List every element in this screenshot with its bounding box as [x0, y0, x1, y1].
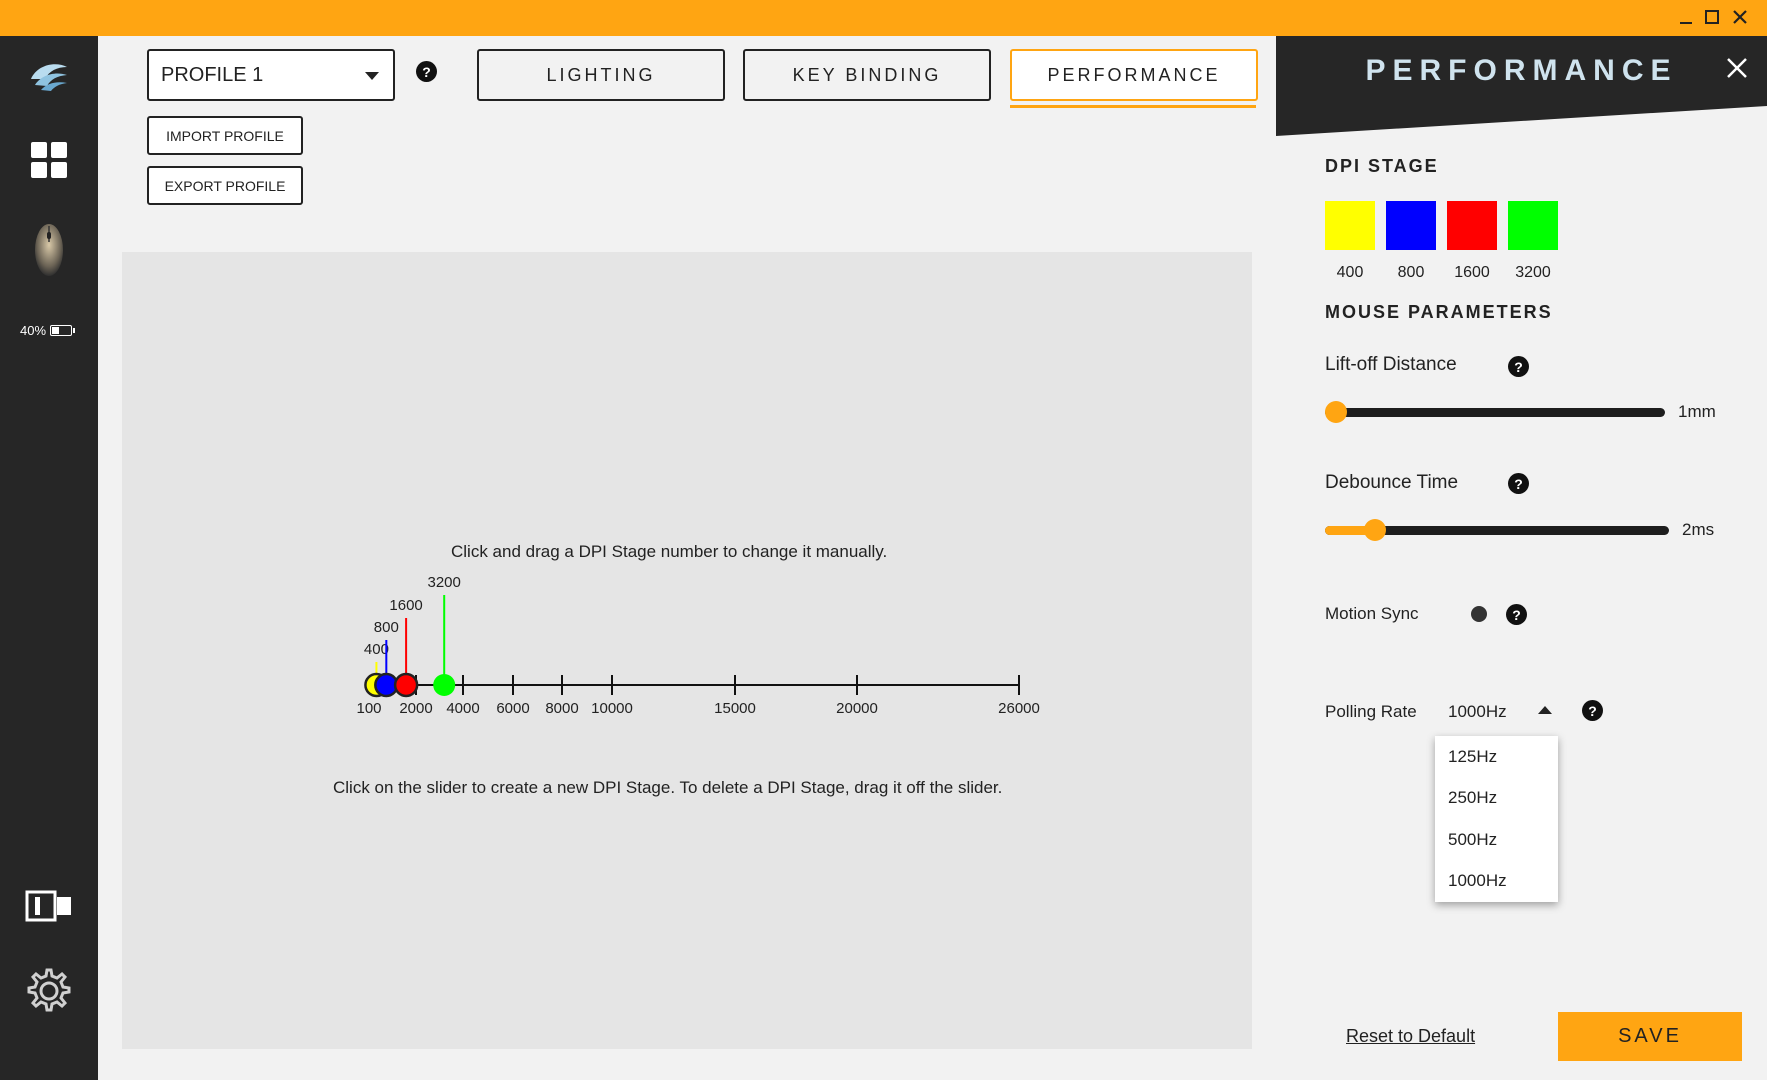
mouse-icon[interactable]	[30, 218, 68, 280]
chevron-up-icon[interactable]	[1538, 706, 1552, 714]
active-tab-indicator	[1010, 105, 1256, 108]
dpi-stage-swatch-800[interactable]	[1386, 201, 1436, 250]
debounce-time-label: Debounce Time	[1325, 472, 1459, 493]
dpi-stage-swatch-3200[interactable]	[1508, 201, 1558, 250]
dpi-stage-handle[interactable]	[433, 674, 456, 696]
motion-sync-help-icon[interactable]: ?	[1506, 604, 1527, 625]
tab-lighting[interactable]: LIGHTING	[477, 49, 725, 101]
dpi-stage-swatch-400[interactable]	[1325, 201, 1375, 250]
dpi-tick-label: 20000	[836, 700, 878, 717]
tab-performance[interactable]: PERFORMANCE	[1010, 49, 1258, 101]
polling-rate-dropdown: 125Hz 250Hz 500Hz 1000Hz	[1435, 736, 1558, 902]
close-icon[interactable]	[1725, 56, 1753, 84]
dpi-stage-label: 400	[1336, 264, 1364, 281]
polling-rate-help-icon[interactable]: ?	[1582, 700, 1603, 721]
polling-rate-label: Polling Rate	[1325, 702, 1417, 721]
battery-icon	[50, 325, 76, 336]
dpi-slider-panel: 100 2000 4000 6000 8000 10000 15000 20000 26000 4…	[122, 252, 1252, 1049]
reset-to-default-link[interactable]: Reset to Default	[1346, 1026, 1476, 1046]
dpi-tick-label: 10000	[591, 700, 633, 717]
liftoff-distance-slider[interactable]	[1325, 401, 1665, 423]
polling-option-500[interactable]: 500Hz	[1448, 829, 1498, 849]
polling-option-250[interactable]: 250Hz	[1448, 788, 1498, 808]
liftoff-slider-thumb[interactable]	[1325, 401, 1347, 423]
polling-option-1000[interactable]: 1000Hz	[1448, 871, 1507, 891]
chevron-down-icon	[365, 72, 379, 80]
motion-sync-toggle[interactable]	[1471, 606, 1487, 622]
dpi-stage-handle[interactable]	[393, 672, 419, 698]
dpi-stage-label: 3200	[1515, 264, 1551, 281]
dpi-stage-title: DPI STAGE	[1325, 156, 1439, 176]
dpi-stage-label: 1600	[1454, 264, 1490, 281]
maximize-icon[interactable]	[1700, 5, 1724, 29]
grid-icon[interactable]	[24, 136, 74, 184]
debounce-help-icon[interactable]: ?	[1508, 473, 1529, 494]
liftoff-distance-label: Lift-off Distance	[1325, 354, 1457, 375]
export-profile-button[interactable]: EXPORT PROFILE	[147, 166, 303, 205]
dpi-tick-label: 15000	[714, 700, 756, 717]
dpi-stage-label[interactable]: 1600	[389, 597, 422, 614]
liftoff-help-icon[interactable]: ?	[1508, 356, 1529, 377]
profile-help-icon[interactable]: ?	[416, 61, 437, 82]
panel-toggle-icon[interactable]	[24, 888, 74, 924]
dpi-stage-label[interactable]: 3200	[428, 574, 461, 591]
polling-rate-select[interactable]: 1000Hz	[1448, 702, 1507, 721]
title-bar	[0, 0, 1767, 36]
gear-icon[interactable]	[22, 964, 76, 1018]
dpi-tick-label: 100	[356, 700, 381, 717]
dpi-tick-label: 6000	[496, 700, 529, 717]
logo-icon[interactable]	[24, 56, 74, 96]
dpi-tick-label: 26000	[998, 700, 1040, 717]
minimize-icon[interactable]	[1674, 5, 1698, 29]
battery-indicator: 40%	[20, 323, 76, 338]
save-button[interactable]: SAVE	[1558, 1012, 1742, 1061]
main-content: PROFILE 1 ? LIGHTING KEY BINDING PERFORM…	[98, 36, 1276, 1080]
panel-title: PERFORMANCE	[1365, 54, 1678, 87]
debounce-slider-thumb[interactable]	[1364, 519, 1386, 541]
motion-sync-label: Motion Sync	[1325, 604, 1419, 623]
tab-key-binding[interactable]: KEY BINDING	[743, 49, 991, 101]
dpi-tick-label: 8000	[545, 700, 578, 717]
battery-percent: 40%	[20, 323, 47, 338]
import-profile-button[interactable]: IMPORT PROFILE	[147, 116, 303, 155]
debounce-time-slider[interactable]	[1325, 519, 1669, 541]
profile-select[interactable]: PROFILE 1	[147, 49, 395, 101]
dpi-tick-label: 2000	[399, 700, 432, 717]
performance-panel: PERFORMANCE DPI STAGE 400 800 1600 3200 …	[1276, 36, 1767, 1080]
profile-select-value: PROFILE 1	[161, 63, 264, 86]
left-sidebar: 40%	[0, 36, 98, 1080]
debounce-slider-fill	[1325, 526, 1375, 535]
dpi-stage-label: 800	[1397, 264, 1425, 281]
liftoff-distance-value: 1mm	[1678, 402, 1716, 421]
dpi-hint-top: Click and drag a DPI Stage number to cha…	[451, 542, 888, 561]
close-icon[interactable]	[1728, 5, 1752, 29]
dpi-hint-bottom: Click on the slider to create a new DPI …	[333, 778, 1003, 797]
dpi-stage-label[interactable]: 800	[374, 619, 399, 636]
debounce-time-value: 2ms	[1682, 520, 1715, 539]
polling-option-125[interactable]: 125Hz	[1448, 746, 1498, 766]
dpi-slider[interactable]: 100 2000 4000 6000 8000 10000 15000 20000 26000 4…	[122, 252, 1252, 1049]
dpi-stage-swatch-1600[interactable]	[1447, 201, 1497, 250]
dpi-tick-label: 4000	[446, 700, 479, 717]
dpi-stage-label[interactable]: 400	[364, 641, 389, 658]
mouse-parameters-title: MOUSE PARAMETERS	[1325, 302, 1553, 322]
